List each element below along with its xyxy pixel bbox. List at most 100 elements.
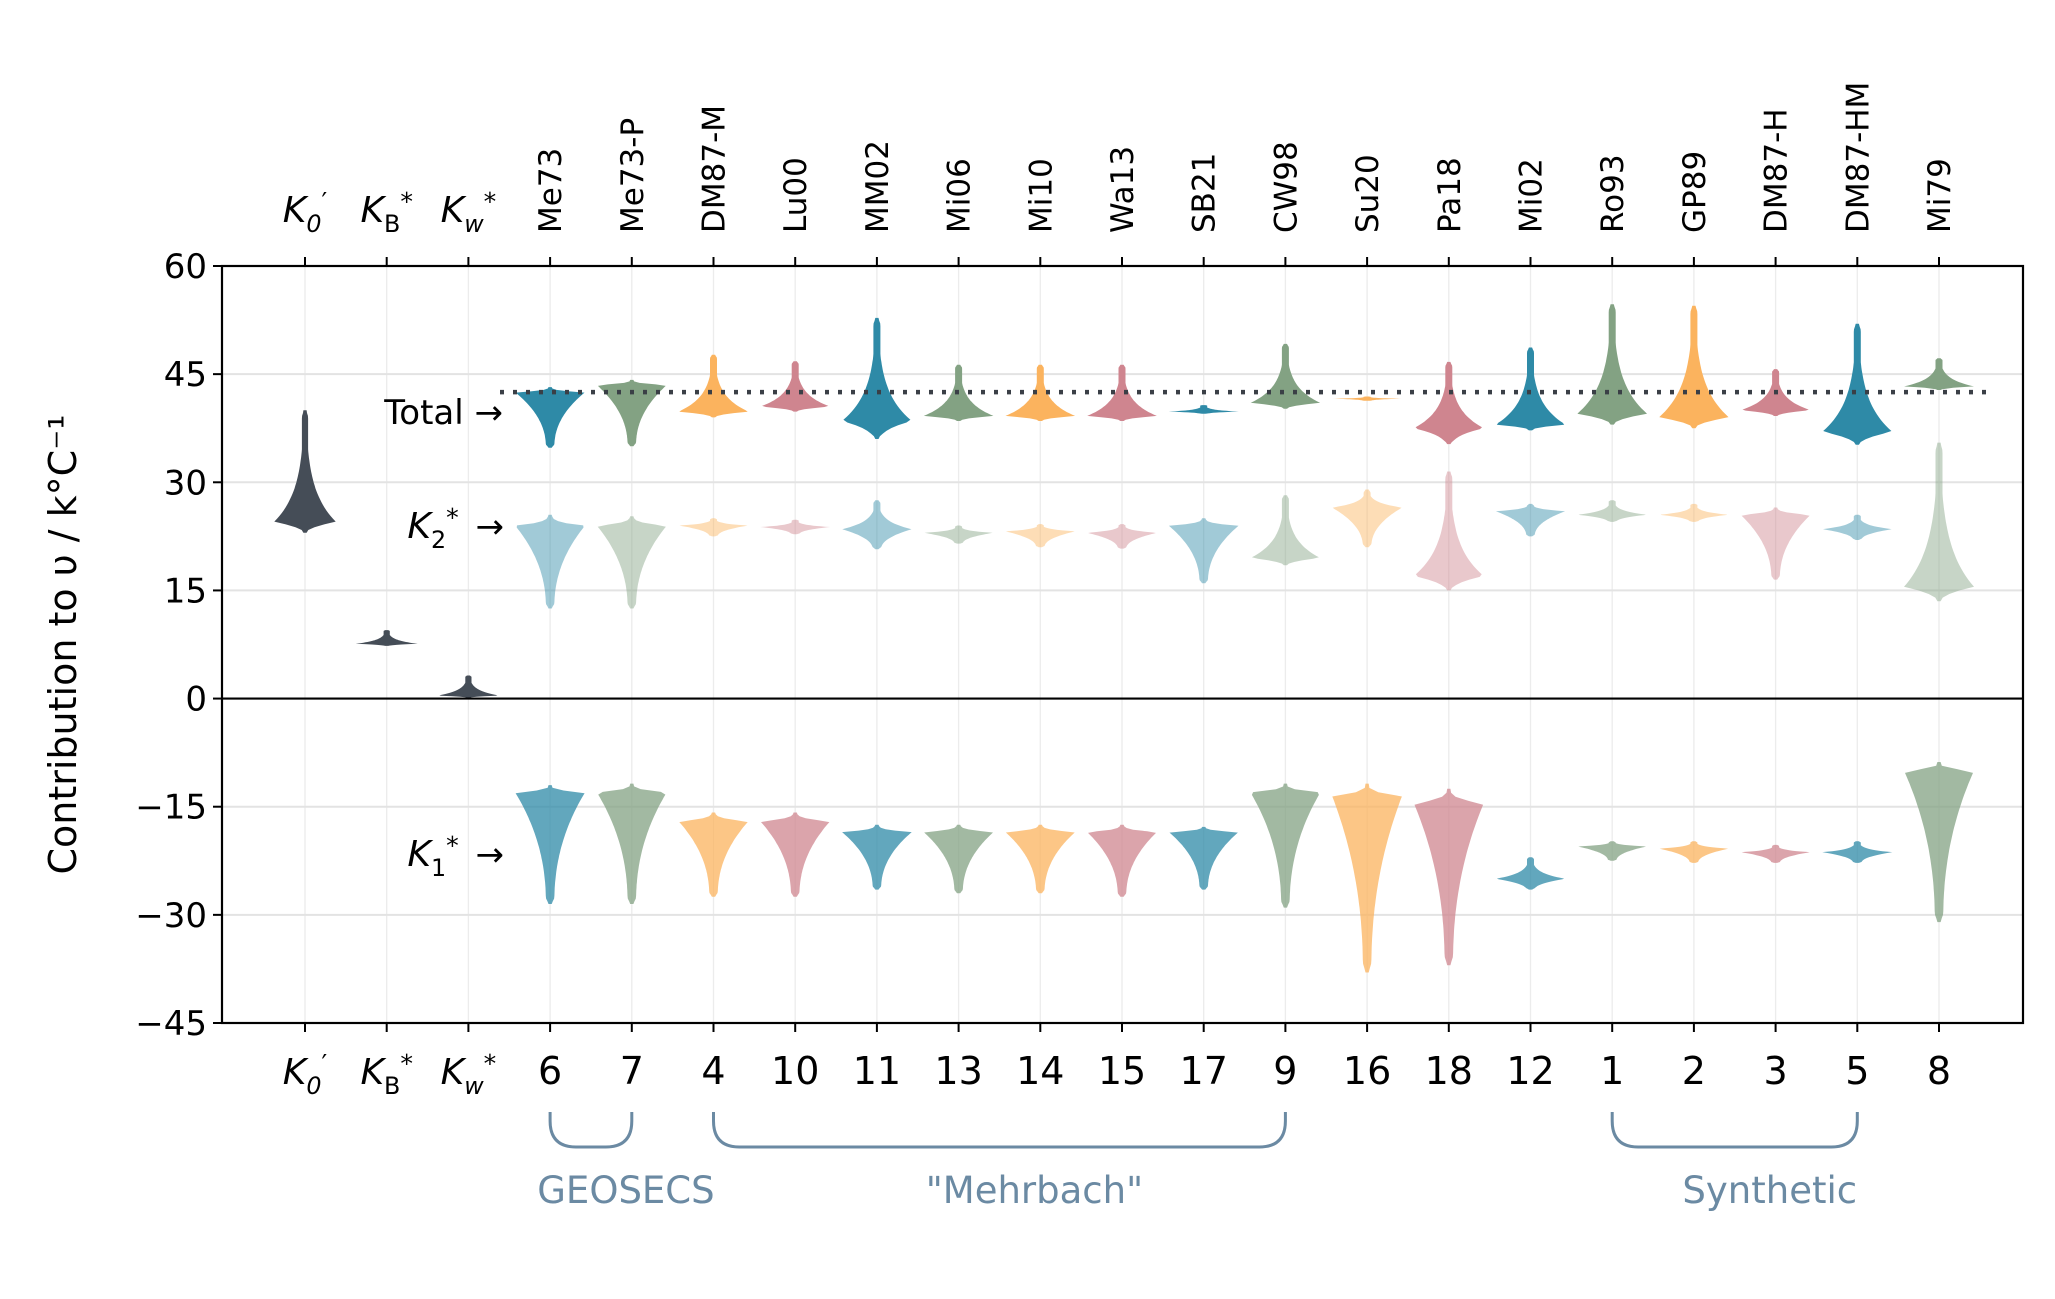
violin-k1 — [515, 785, 585, 904]
top-label-dataset: Mi79 — [1922, 158, 1958, 233]
violin-k2 — [1168, 518, 1239, 584]
violin-total — [1577, 304, 1647, 425]
bottom-label-dataset-number: 3 — [1764, 1049, 1788, 1093]
violin-k1 — [1822, 841, 1893, 863]
violin-total — [679, 354, 748, 418]
y-tick-label: 60 — [164, 247, 207, 287]
violin-k1 — [1578, 841, 1646, 861]
top-label-dataset: CW98 — [1268, 141, 1304, 233]
violin-k1 — [679, 812, 748, 897]
y-tick-label: 0 — [185, 680, 207, 720]
top-label-dataset: Wa13 — [1105, 146, 1141, 233]
bottom-label-dataset-number: 11 — [853, 1049, 901, 1093]
violin-k2 — [1251, 495, 1319, 566]
group-label: "Mehrbach" — [926, 1169, 1143, 1212]
violin-k2 — [924, 525, 993, 544]
y-tick-label: −45 — [135, 1004, 207, 1044]
violin-k1 — [1741, 844, 1810, 863]
group-label: GEOSECS — [537, 1169, 714, 1212]
violin-k2 — [1415, 471, 1482, 591]
y-tick-label: −30 — [135, 896, 207, 936]
violin-k2 — [516, 514, 584, 609]
y-tick-label: 30 — [164, 463, 207, 503]
k1-row-label: K1* — [407, 831, 458, 882]
violin-k1 — [1169, 826, 1238, 890]
violin-k1 — [598, 783, 666, 904]
violin-total — [1005, 364, 1076, 421]
bottom-label-dataset-number: 6 — [538, 1049, 562, 1093]
violin-k2 — [1578, 500, 1646, 522]
group-label: Synthetic — [1682, 1169, 1857, 1212]
violins — [274, 304, 1974, 973]
k2-row-label: K2* — [407, 503, 458, 554]
violin-total — [1168, 405, 1239, 414]
violin-total — [439, 675, 498, 698]
top-label-dataset: DM87-H — [1759, 108, 1795, 233]
k1-arrow: → — [476, 835, 505, 875]
violin-k2 — [1088, 524, 1156, 549]
top-label-dataset: Mi02 — [1514, 158, 1550, 233]
bottom-label-dataset-number: 17 — [1180, 1049, 1228, 1093]
y-tick-label: −15 — [135, 788, 207, 828]
bottom-label-dataset-number: 14 — [1016, 1049, 1064, 1093]
violin-k1 — [1659, 841, 1729, 863]
bottom-label-dataset-number: 13 — [934, 1049, 982, 1093]
bottom-label-dataset-number: 15 — [1098, 1049, 1146, 1093]
bottom-label-dataset-number: 7 — [620, 1049, 644, 1093]
top-axis-labels: K0′ KB* Kw* Me73 Me73-P DM87-M Lu00 MM02 Mi06 Mi1… — [283, 82, 1958, 266]
top-label-dataset: Ro93 — [1595, 154, 1631, 233]
bottom-label-dataset-number: 10 — [771, 1049, 819, 1093]
top-label-constant: Kw* — [441, 187, 497, 238]
violin-k2 — [597, 516, 666, 609]
bottom-axis-labels: K0′ KB* Kw* 6 7 4 10 11 13 14 15 17 9 16 18 12 1 2 3 5 8 — [283, 1023, 1951, 1100]
top-label-dataset: Pa18 — [1432, 157, 1468, 233]
violin-k1 — [1496, 857, 1565, 890]
violin-total — [1659, 305, 1729, 429]
group-brace — [1610, 1112, 1859, 1149]
top-label-constant: K0′ — [283, 187, 328, 238]
top-label-dataset: Me73 — [533, 148, 569, 233]
violin-k2 — [1660, 503, 1727, 522]
top-label-dataset: GP89 — [1677, 151, 1713, 233]
bottom-label-dataset-number: 2 — [1682, 1049, 1706, 1093]
group-braces: GEOSECS "Mehrbach" Synthetic — [537, 1112, 1859, 1212]
top-label-dataset: SB21 — [1187, 153, 1223, 233]
bottom-label-dataset-number: 9 — [1273, 1049, 1297, 1093]
top-label-dataset: Mi06 — [942, 158, 978, 233]
bottom-label-dataset-number: 12 — [1506, 1049, 1554, 1093]
bottom-label-dataset-number: 1 — [1600, 1049, 1624, 1093]
bottom-label-dataset-number: 18 — [1425, 1049, 1473, 1093]
violin-k1 — [842, 824, 912, 890]
violin-k1 — [1332, 783, 1402, 973]
top-label-dataset: Su20 — [1350, 154, 1386, 233]
violin-k2 — [842, 500, 912, 550]
top-label-dataset: DM87-HM — [1840, 82, 1876, 233]
violin-total — [1250, 343, 1321, 409]
violin-k2 — [1332, 489, 1402, 548]
violin-total — [762, 361, 829, 412]
violin-total — [1496, 347, 1565, 431]
violin-total — [515, 387, 585, 448]
top-label-dataset: DM87-M — [697, 105, 733, 233]
bottom-label-constant: K0′ — [283, 1049, 328, 1100]
group-brace — [548, 1112, 634, 1149]
violin-total — [274, 410, 336, 533]
bottom-label-constant: Kw* — [441, 1049, 497, 1100]
violin-k1 — [1088, 824, 1156, 897]
violin-total — [1415, 361, 1482, 445]
violin-k1 — [1414, 788, 1484, 966]
violin-total — [843, 317, 911, 439]
y-axis: 60 45 30 15 0 −15 −30 −45 — [135, 247, 222, 1044]
violin-total — [597, 379, 666, 447]
violin-total — [1332, 396, 1403, 401]
bottom-label-dataset-number: 16 — [1343, 1049, 1391, 1093]
violin-k2 — [760, 519, 831, 535]
violin-k2 — [1005, 524, 1075, 548]
violin-k1 — [1905, 762, 1973, 923]
violin-k2 — [1904, 442, 1974, 602]
top-label-dataset: Lu00 — [778, 157, 814, 233]
violin-total — [1904, 358, 1974, 390]
violin-k1 — [924, 824, 993, 894]
top-label-constant: KB* — [360, 187, 413, 238]
